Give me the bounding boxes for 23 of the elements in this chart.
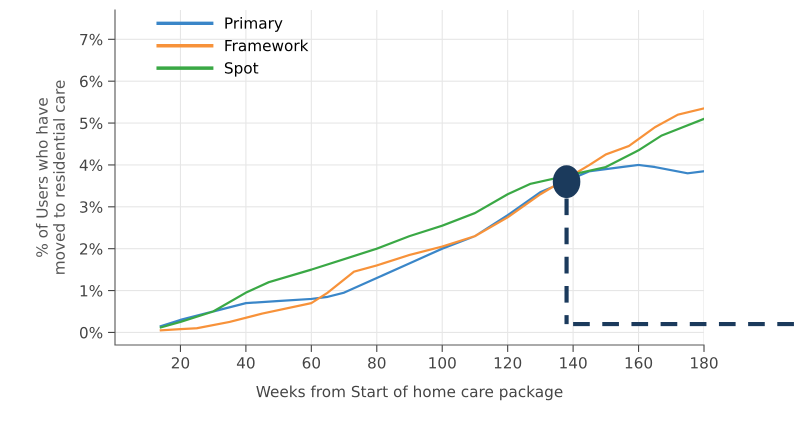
x-tick-label: 40	[236, 357, 255, 369]
y-tick-label: 0%	[80, 326, 102, 338]
y-tick-label: 5%	[80, 118, 102, 130]
y-tick-label: 2%	[80, 243, 102, 255]
y-tick-label: 3%	[80, 201, 102, 213]
x-tick-label: 120	[494, 357, 522, 369]
legend-label: Framework	[225, 39, 308, 52]
x-tick-label: 100	[429, 357, 456, 369]
y-tick-label: 7%	[80, 34, 102, 46]
legend-label: Primary	[225, 17, 282, 32]
x-tick-label: 20	[172, 357, 190, 369]
y-tick-label: 6%	[80, 76, 102, 88]
x-tick-label: 80	[368, 357, 386, 369]
legend-label: Spot	[224, 62, 258, 77]
y-tick-label: 4%	[80, 159, 102, 171]
line-series	[160, 164, 704, 328]
x-tick-label: 180	[691, 357, 718, 369]
x-axis-title: Weeks from Start of home care package	[256, 385, 562, 400]
x-tick-label: 160	[626, 357, 652, 369]
y-axis-title: % of Users who have moved to residential care	[36, 80, 65, 274]
x-tick-label: 140	[560, 357, 587, 369]
y-tick-label: 1%	[80, 285, 102, 297]
x-tick-label: 60	[302, 357, 320, 369]
